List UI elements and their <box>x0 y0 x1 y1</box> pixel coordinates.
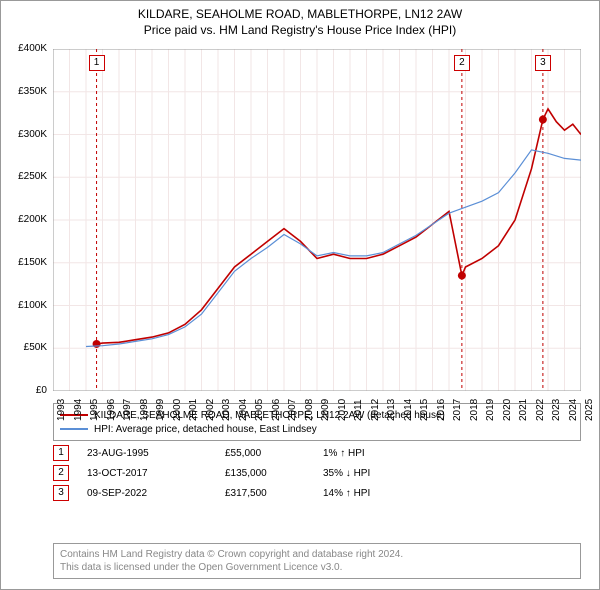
footer-line: This data is licensed under the Open Gov… <box>60 561 574 574</box>
footer: Contains HM Land Registry data © Crown c… <box>53 543 581 579</box>
table-row: 3 09-SEP-2022 £317,500 14% ↑ HPI <box>53 483 581 503</box>
x-axis-label: 1997 <box>122 399 133 421</box>
sale-diff: 1% ↑ HPI <box>323 448 423 459</box>
sale-date: 09-SEP-2022 <box>87 488 207 499</box>
footer-line: Contains HM Land Registry data © Crown c… <box>60 548 574 561</box>
plot-area <box>53 49 581 391</box>
x-axis-label: 2004 <box>238 399 249 421</box>
legend-row: KILDARE, SEAHOLME ROAD, MABLETHORPE, LN1… <box>60 408 574 422</box>
x-axis-label: 1994 <box>73 399 84 421</box>
sale-price: £55,000 <box>225 448 305 459</box>
x-axis-label: 2009 <box>320 399 331 421</box>
x-axis-label: 2020 <box>502 399 513 421</box>
y-axis-label: £150K <box>1 257 47 268</box>
x-axis-label: 2012 <box>370 399 381 421</box>
sale-marker-box: 1 <box>89 55 105 71</box>
legend-label: HPI: Average price, detached house, East… <box>94 424 317 435</box>
x-axis-label: 2017 <box>452 399 463 421</box>
y-axis-label: £300K <box>1 129 47 140</box>
legend-row: HPI: Average price, detached house, East… <box>60 422 574 436</box>
y-axis-label: £350K <box>1 86 47 97</box>
sale-marker-box: 2 <box>454 55 470 71</box>
table-row: 1 23-AUG-1995 £55,000 1% ↑ HPI <box>53 443 581 463</box>
x-axis-label: 2023 <box>551 399 562 421</box>
x-axis-label: 2011 <box>353 399 364 421</box>
x-axis-label: 2025 <box>584 399 595 421</box>
x-axis-label: 2000 <box>172 399 183 421</box>
y-axis-label: £400K <box>1 43 47 54</box>
x-axis-label: 2022 <box>535 399 546 421</box>
sale-marker-box: 2 <box>53 465 69 481</box>
x-axis-label: 2014 <box>403 399 414 421</box>
table-row: 2 13-OCT-2017 £135,000 35% ↓ HPI <box>53 463 581 483</box>
title-block: KILDARE, SEAHOLME ROAD, MABLETHORPE, LN1… <box>1 1 599 39</box>
x-axis-label: 2006 <box>271 399 282 421</box>
x-axis-label: 2016 <box>436 399 447 421</box>
chart-container: KILDARE, SEAHOLME ROAD, MABLETHORPE, LN1… <box>0 0 600 590</box>
sale-price: £135,000 <box>225 468 305 479</box>
x-axis-label: 1999 <box>155 399 166 421</box>
x-axis-label: 2015 <box>419 399 430 421</box>
title-line-2: Price paid vs. HM Land Registry's House … <box>5 23 595 37</box>
sale-marker-box: 1 <box>53 445 69 461</box>
x-axis-label: 1996 <box>106 399 117 421</box>
sales-table: 1 23-AUG-1995 £55,000 1% ↑ HPI 2 13-OCT-… <box>53 443 581 503</box>
sale-diff: 35% ↓ HPI <box>323 468 423 479</box>
y-axis-label: £0 <box>1 385 47 396</box>
title-line-1: KILDARE, SEAHOLME ROAD, MABLETHORPE, LN1… <box>5 7 595 21</box>
x-axis-label: 2019 <box>485 399 496 421</box>
sale-diff: 14% ↑ HPI <box>323 488 423 499</box>
y-axis-label: £200K <box>1 214 47 225</box>
sale-date: 23-AUG-1995 <box>87 448 207 459</box>
sale-date: 13-OCT-2017 <box>87 468 207 479</box>
x-axis-label: 2021 <box>518 399 529 421</box>
y-axis-label: £100K <box>1 300 47 311</box>
plot-svg <box>53 49 581 391</box>
y-axis-label: £50K <box>1 342 47 353</box>
x-axis-label: 1998 <box>139 399 150 421</box>
x-axis-label: 2005 <box>254 399 265 421</box>
x-axis-label: 2003 <box>221 399 232 421</box>
y-axis-label: £250K <box>1 171 47 182</box>
x-axis-label: 1993 <box>56 399 67 421</box>
x-axis-label: 2001 <box>188 399 199 421</box>
x-axis-label: 2010 <box>337 399 348 421</box>
sale-marker-box: 3 <box>53 485 69 501</box>
sale-marker-box: 3 <box>535 55 551 71</box>
x-axis-label: 2002 <box>205 399 216 421</box>
x-axis-label: 1995 <box>89 399 100 421</box>
legend-swatch <box>60 428 88 430</box>
x-axis-label: 2007 <box>287 399 298 421</box>
x-axis-label: 2013 <box>386 399 397 421</box>
x-axis-label: 2018 <box>469 399 480 421</box>
x-axis-label: 2008 <box>304 399 315 421</box>
sale-price: £317,500 <box>225 488 305 499</box>
x-axis-label: 2024 <box>568 399 579 421</box>
